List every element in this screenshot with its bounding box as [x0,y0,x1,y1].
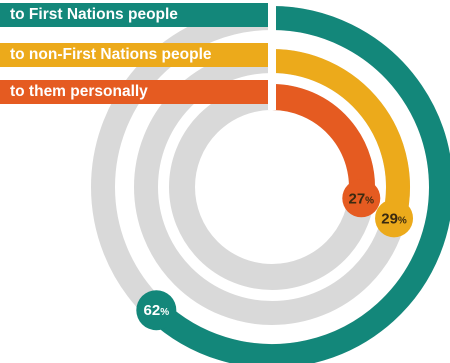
value-badge-first-nations [136,290,177,331]
legend-label-first-nations: to First Nations people [0,3,264,27]
value-label-non-first-nations: 29% [381,210,407,227]
arc-first-nations [148,6,450,363]
value-badge-non-first-nations [375,199,414,238]
start-separator [268,0,276,110]
value-label-first-nations: 62% [144,302,170,319]
value-badge-them-personally [342,179,381,218]
chart-separator [268,0,276,110]
arc-them-personally [271,84,375,200]
arc-non-first-nations [271,49,410,222]
chart-value-labels: 62% 29% 27% [136,179,414,331]
value-label-them-personally: 27% [348,190,374,207]
legend-label-non-first-nations: to non-First Nations people [0,43,264,67]
legend-label-them-personally: to them personally [0,80,264,104]
